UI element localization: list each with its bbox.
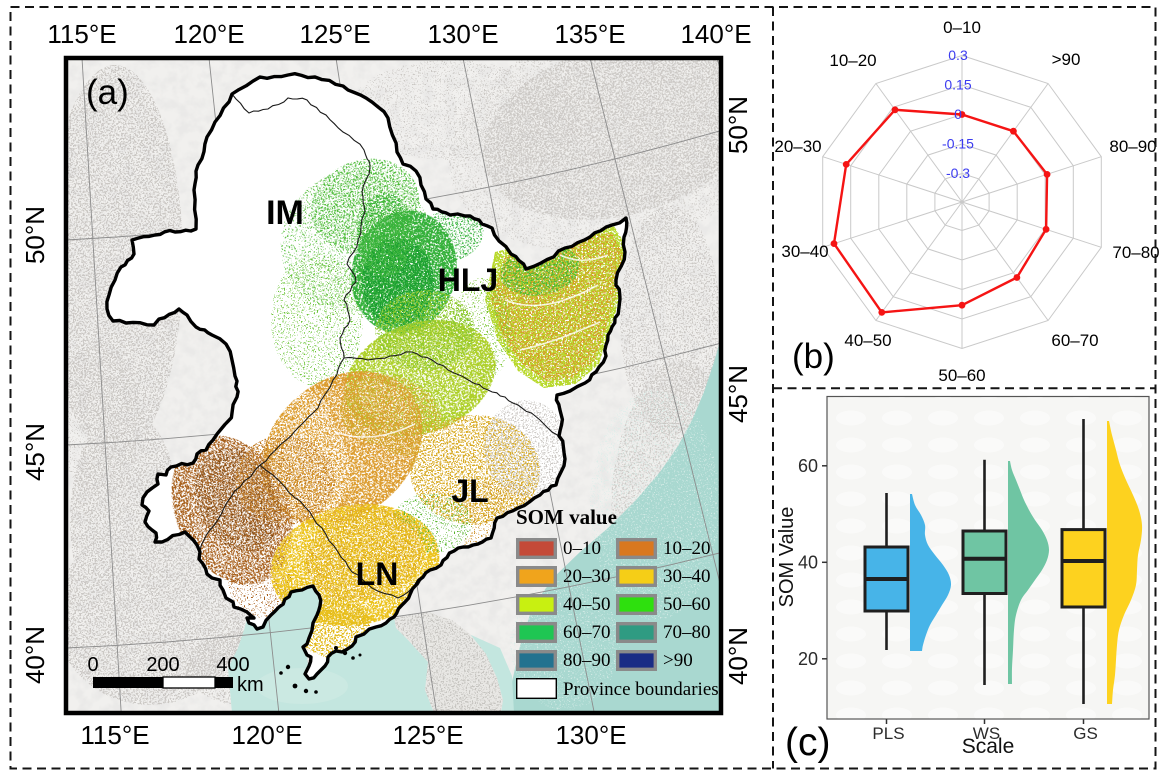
- svg-text:115°E: 115°E: [80, 720, 149, 750]
- svg-text:130°E: 130°E: [555, 720, 626, 750]
- svg-text:20–30: 20–30: [774, 137, 821, 156]
- svg-text:10–20: 10–20: [663, 538, 711, 559]
- svg-text:60–70: 60–70: [1051, 331, 1098, 350]
- svg-text:40°N: 40°N: [20, 626, 50, 684]
- svg-text:IM: IM: [266, 194, 304, 232]
- svg-text:130°E: 130°E: [427, 19, 498, 49]
- svg-text:60: 60: [798, 456, 818, 476]
- svg-text:40–50: 40–50: [563, 594, 611, 615]
- svg-text:200: 200: [146, 654, 179, 676]
- svg-text:LN: LN: [356, 556, 399, 592]
- svg-text:PLS: PLS: [872, 724, 904, 743]
- svg-text:10–20: 10–20: [829, 51, 876, 70]
- svg-text:70–80: 70–80: [1112, 243, 1159, 262]
- svg-text:125°E: 125°E: [392, 720, 463, 750]
- svg-text:80–90: 80–90: [563, 650, 611, 671]
- svg-text:HLJ: HLJ: [438, 262, 498, 298]
- svg-text:140°E: 140°E: [680, 19, 751, 49]
- svg-text:40: 40: [798, 552, 818, 572]
- svg-text:80–90: 80–90: [1109, 137, 1156, 156]
- svg-text:45°N: 45°N: [20, 423, 50, 481]
- svg-text:0.3: 0.3: [948, 47, 968, 63]
- svg-text:50°N: 50°N: [723, 96, 753, 154]
- svg-text:70–80: 70–80: [663, 622, 711, 643]
- svg-text:20–30: 20–30: [563, 566, 611, 587]
- svg-text:50–60: 50–60: [663, 594, 711, 615]
- svg-text:SOM Value: SOM Value: [776, 507, 798, 608]
- svg-text:120°E: 120°E: [231, 720, 302, 750]
- svg-text:50°N: 50°N: [20, 206, 50, 264]
- svg-text:>90: >90: [1052, 50, 1081, 69]
- svg-text:Province boundaries: Province boundaries: [563, 679, 719, 700]
- svg-text:0–10: 0–10: [943, 18, 981, 37]
- svg-text:30–40: 30–40: [781, 242, 828, 261]
- svg-text:WS: WS: [973, 724, 1000, 743]
- svg-text:0: 0: [954, 106, 962, 122]
- svg-text:>90: >90: [663, 650, 693, 671]
- svg-text:0: 0: [87, 654, 98, 676]
- svg-text:40°N: 40°N: [723, 627, 753, 685]
- svg-text:50–60: 50–60: [938, 366, 985, 385]
- svg-text:120°E: 120°E: [173, 19, 244, 49]
- svg-text:0.15: 0.15: [944, 77, 971, 93]
- svg-text:Scale: Scale: [962, 735, 1015, 758]
- svg-text:-0.3: -0.3: [946, 165, 970, 181]
- svg-text:(a): (a): [86, 73, 129, 112]
- svg-text:(b): (b): [792, 337, 835, 376]
- svg-text:GS: GS: [1073, 724, 1098, 743]
- svg-text:km: km: [237, 674, 264, 696]
- svg-text:0–10: 0–10: [563, 538, 601, 559]
- svg-text:135°E: 135°E: [554, 19, 625, 49]
- svg-text:SOM value: SOM value: [516, 505, 617, 529]
- svg-text:-0.15: -0.15: [942, 136, 974, 152]
- svg-text:115°E: 115°E: [47, 19, 116, 49]
- svg-text:40–50: 40–50: [844, 331, 891, 350]
- svg-text:(c): (c): [785, 721, 830, 764]
- svg-text:60–70: 60–70: [563, 622, 611, 643]
- svg-text:125°E: 125°E: [299, 19, 370, 49]
- svg-text:JL: JL: [451, 473, 488, 509]
- svg-text:45°N: 45°N: [723, 365, 753, 423]
- svg-text:400: 400: [216, 654, 249, 676]
- svg-text:30–40: 30–40: [663, 566, 711, 587]
- svg-text:20: 20: [798, 649, 818, 669]
